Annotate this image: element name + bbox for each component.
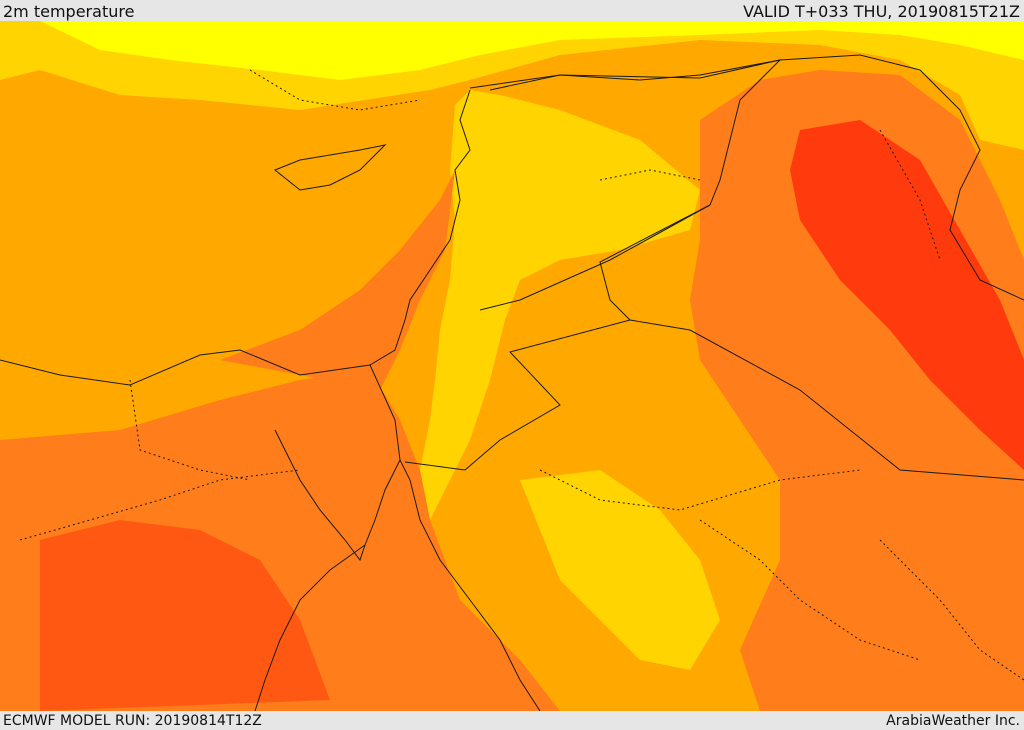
valid-time: VALID T+033 THU, 20190815T21Z <box>743 2 1020 21</box>
temp-zone-iraq-hot <box>790 120 1024 470</box>
temperature-map[interactable] <box>0 21 1024 711</box>
footer-bar: ECMWF MODEL RUN: 20190814T12Z ArabiaWeat… <box>0 711 1024 729</box>
political-borders <box>369 59 1024 481</box>
title-bar: 2m temperature VALID T+033 THU, 20190815… <box>0 0 1024 21</box>
temp-zone-levant-cool <box>420 90 700 520</box>
temp-zone-jordan-cool <box>520 470 720 670</box>
temp-zone-mediterranean-warm <box>220 170 455 390</box>
map-title: 2m temperature <box>3 2 135 21</box>
temp-zone-egypt-hot <box>40 520 330 711</box>
model-run: ECMWF MODEL RUN: 20190814T12Z <box>3 713 262 729</box>
admin-boundaries <box>19 69 1024 681</box>
coastlines <box>0 54 1024 711</box>
credit: ArabiaWeather Inc. <box>886 713 1020 729</box>
temp-zone-north-coolest <box>40 21 1024 80</box>
